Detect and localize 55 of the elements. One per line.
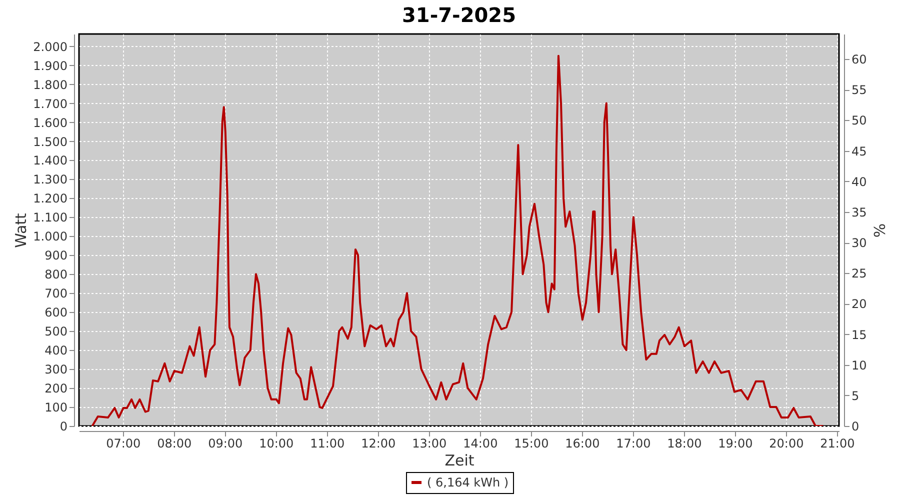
- x-tick-label: 09:00: [208, 436, 243, 450]
- y-tick-label: 1.800: [33, 78, 68, 92]
- y2-tick-label: 40: [852, 174, 867, 189]
- x-tick-label: 08:00: [157, 436, 192, 450]
- x-tick-label: 11:00: [310, 436, 345, 450]
- x-tick-label: 07:00: [106, 436, 141, 450]
- y2-tick-label: 25: [852, 266, 867, 281]
- y-tick-label: 400: [44, 344, 68, 358]
- y2-tick-label: 10: [852, 358, 867, 372]
- y-tick-label: 700: [44, 286, 68, 301]
- y2-tick-label: 5: [852, 388, 860, 403]
- x-tick-label: 13:00: [412, 436, 447, 450]
- x-tick-label: 20:00: [769, 436, 804, 450]
- y-tick-label: 1.700: [33, 96, 68, 111]
- y-tick-label: 1.100: [33, 210, 68, 225]
- y2-tick-label: 20: [852, 297, 867, 312]
- x-tick-label: 16:00: [565, 436, 600, 450]
- line-series: [91, 54, 824, 426]
- y2-tick-label: 15: [852, 328, 867, 342]
- y-tick-label: 300: [44, 362, 68, 377]
- y2-tick-label: 45: [852, 144, 867, 158]
- x-axis-title: Zeit: [444, 452, 474, 470]
- y-tick-label: 600: [44, 306, 68, 320]
- y-tick-label: 1.900: [33, 58, 68, 73]
- y-tick-label: 1.600: [33, 116, 68, 130]
- y2-tick-label: 35: [852, 205, 867, 220]
- x-tick-label: 17:00: [616, 436, 651, 450]
- x-tick-label: 18:00: [667, 436, 702, 450]
- x-tick-label: 19:00: [718, 436, 753, 450]
- y2-tick-label: 60: [852, 52, 867, 67]
- y-tick-label: 1.400: [33, 154, 68, 168]
- y-tick-label: 200: [44, 382, 68, 396]
- y2-tick-label: 30: [852, 236, 867, 250]
- y-tick-label: 100: [44, 400, 68, 415]
- y2-axis-title: %: [870, 223, 888, 238]
- y-tick-label: 800: [44, 268, 68, 282]
- y-tick-label: 900: [44, 248, 68, 263]
- y-tick-label: 1.300: [33, 172, 68, 187]
- x-tick-label: 21:00: [820, 436, 855, 450]
- y-tick-label: 2.000: [33, 40, 68, 54]
- y2-tick-label: 50: [852, 114, 867, 128]
- x-tick-label: 12:00: [361, 436, 396, 450]
- y-tick-label: 500: [44, 324, 68, 339]
- chart-title: 31-7-2025: [402, 3, 516, 27]
- y2-tick-label: 0: [852, 420, 860, 434]
- x-tick-label: 15:00: [514, 436, 549, 450]
- x-tick-label: 14:00: [463, 436, 498, 450]
- y-tick-label: 0: [60, 420, 68, 434]
- legend-label: ( 6,164 kWh ): [427, 476, 509, 490]
- y-tick-label: 1.000: [33, 230, 68, 244]
- y-tick-label: 1.500: [33, 134, 68, 149]
- x-tick-label: 10:00: [259, 436, 294, 450]
- y2-tick-label: 55: [852, 83, 867, 98]
- y-tick-label: 1.200: [33, 192, 68, 206]
- y-axis-title: Watt: [12, 212, 30, 248]
